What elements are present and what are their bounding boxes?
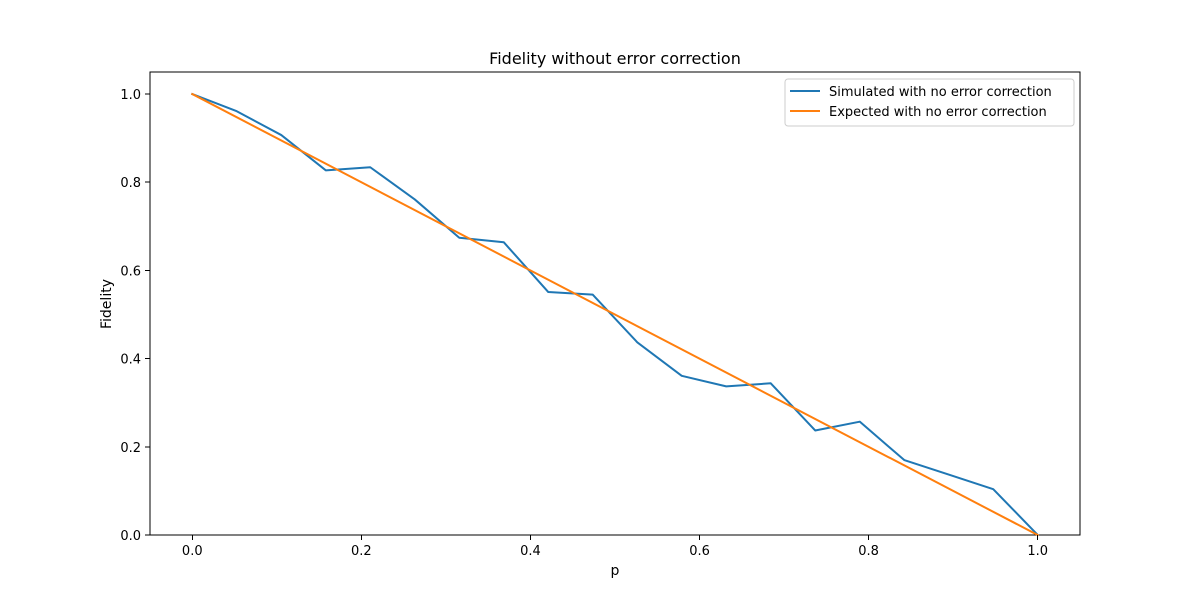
y-tick-label: 0.4: [120, 353, 141, 368]
y-tick-label: 1.0: [120, 88, 141, 103]
x-axis-ticks: 0.0 0.2 0.4 0.6 0.8 1.0: [182, 535, 1048, 559]
x-tick-label: 0.0: [182, 544, 203, 559]
x-tick-label: 0.2: [351, 544, 372, 559]
y-axis-ticks: 0.0 0.2 0.4 0.6 0.8 1.0: [120, 88, 150, 544]
y-tick-label: 0.8: [120, 176, 141, 191]
y-axis-title: Fidelity: [99, 279, 115, 329]
x-tick-label: 0.8: [858, 544, 879, 559]
chart-title: Fidelity without error correction: [489, 49, 741, 68]
y-tick-label: 0.2: [120, 441, 141, 456]
x-tick-label: 0.4: [520, 544, 541, 559]
legend-box: [784, 78, 1075, 127]
series-line-expected: [190, 92, 1040, 537]
x-axis-title: p: [611, 563, 620, 579]
x-tick-label: 0.6: [689, 544, 710, 559]
plot-frame: [149, 71, 1081, 536]
y-tick-label: 0.6: [120, 264, 141, 279]
series-layer: [190, 92, 1040, 537]
series-line-simulated: [190, 92, 1040, 537]
legend: Simulated with no error correction Expec…: [784, 78, 1075, 127]
plot-area: 0.0 0.2 0.4 0.6 0.8 1.0 0.0 0.2 0.4 0.6 0.8 1.0: [120, 71, 1081, 559]
legend-label-expected: Expected with no error correction: [829, 105, 1047, 120]
legend-label-simulated: Simulated with no error correction: [829, 85, 1052, 100]
x-tick-label: 1.0: [1027, 544, 1048, 559]
y-tick-label: 0.0: [120, 529, 141, 544]
